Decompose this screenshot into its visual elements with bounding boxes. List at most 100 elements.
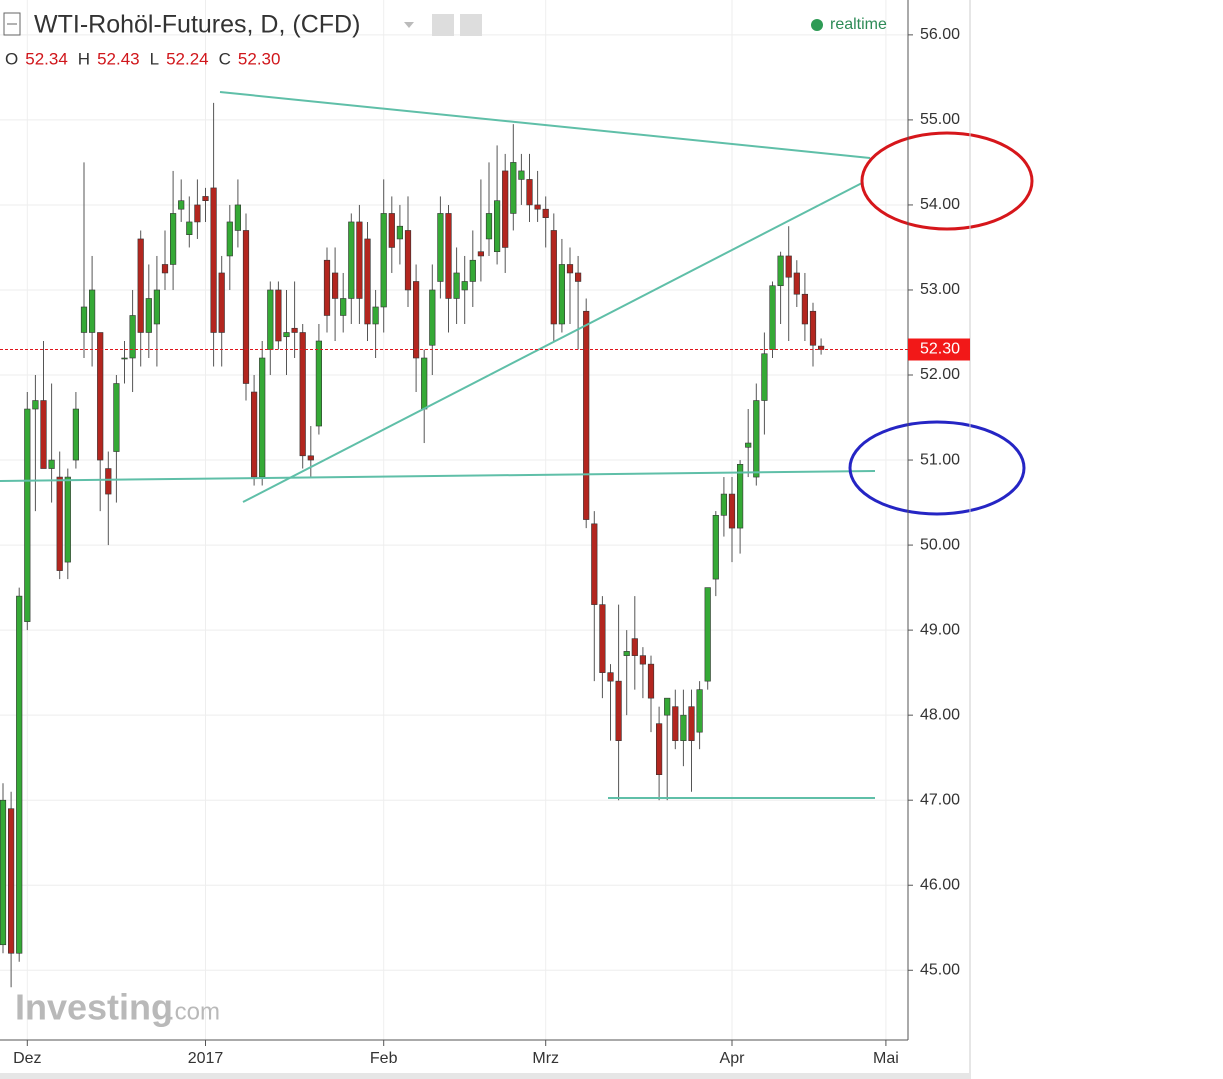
y-tick-label: 52.00: [920, 366, 960, 383]
candle-body: [145, 298, 152, 333]
candle-body: [485, 213, 493, 240]
candle-body: [437, 213, 444, 282]
last-price-label: 52.30: [920, 341, 960, 358]
candle-body: [493, 200, 501, 253]
candles: [0, 102, 825, 988]
candle-body: [404, 230, 412, 291]
x-tick-label: Mrz: [532, 1050, 559, 1067]
candle-body: [267, 289, 274, 350]
ohlc-key: H: [78, 49, 90, 68]
x-tick-label: 2017: [188, 1050, 224, 1067]
candle-body: [461, 281, 468, 291]
candle-body: [745, 442, 752, 448]
candle-body: [801, 293, 808, 325]
candle-body: [170, 213, 177, 265]
candle-body: [380, 213, 387, 308]
candle-body: [89, 289, 96, 333]
candle-body: [591, 523, 598, 605]
candle-body: [178, 200, 185, 210]
candle-body: [809, 310, 817, 346]
y-tick-label: 54.00: [920, 196, 960, 213]
candle-body: [688, 706, 695, 741]
candle-body: [307, 455, 314, 461]
candle-body: [639, 655, 646, 665]
candle-body: [24, 408, 31, 622]
status-dot: [811, 19, 823, 31]
candle-body: [331, 272, 339, 299]
candle-body: [210, 187, 217, 333]
candle-body: [728, 493, 736, 529]
candle-body: [251, 391, 258, 478]
candle-body: [153, 289, 161, 325]
x-tick-label: Apr: [720, 1050, 746, 1067]
candle-body: [664, 697, 671, 716]
candle-body: [259, 357, 266, 478]
settings-icon[interactable]: [460, 14, 482, 36]
candle-body: [518, 170, 525, 180]
candle-body: [412, 281, 420, 359]
candle-body: [113, 383, 120, 452]
candle-body: [785, 255, 792, 278]
candle-body: [680, 714, 687, 741]
axes: 45.00 46.00 47.00 48.00 49.00 50.00 51.00 52.00…: [0, 26, 970, 1067]
x-tick-label: Feb: [370, 1050, 398, 1067]
scrollbar: [0, 1073, 970, 1079]
candle-body: [615, 680, 622, 741]
candle-body: [388, 213, 395, 248]
candle-body: [445, 213, 452, 299]
candle-body: [242, 230, 250, 384]
y-tick-label: 48.00: [920, 706, 960, 723]
candle-body: [161, 264, 169, 274]
candle-body: [234, 204, 242, 231]
candle-body: [704, 587, 711, 682]
candle-body: [566, 264, 574, 274]
candle-body: [631, 638, 638, 656]
last-price-box: [908, 338, 970, 361]
candle-body: [542, 208, 549, 218]
candle-body: [16, 595, 23, 954]
candle-body: [502, 170, 509, 248]
candle-body: [647, 663, 655, 699]
candle-body: [40, 400, 47, 469]
trend-line: [219, 91, 871, 159]
candle-body: [753, 400, 760, 478]
candle-body: [526, 179, 533, 206]
candle-body: [793, 272, 800, 295]
ohlc-value: 52.30: [238, 49, 281, 68]
status: realtime: [830, 16, 887, 33]
candle-body: [558, 264, 565, 325]
candle-body: [607, 672, 614, 682]
trend-line: [242, 182, 863, 503]
dropdown-arrow[interactable]: [404, 22, 414, 28]
ohlc-key: L: [150, 49, 159, 68]
candle-body: [8, 808, 15, 954]
candle-body: [720, 493, 727, 516]
candle-body: [202, 196, 209, 201]
candle-body: [769, 285, 776, 350]
collapse-icon[interactable]: [3, 12, 21, 36]
candle-body: [372, 306, 379, 325]
highlight-circle: [848, 420, 1026, 516]
candle-body: [137, 238, 144, 333]
drawings: [0, 91, 1034, 799]
candle-body: [194, 204, 201, 223]
candle-body: [817, 345, 825, 350]
highlight-circle: [860, 131, 1034, 231]
candle-body: [72, 408, 79, 461]
candle-body: [453, 272, 460, 299]
candle-body: [340, 298, 347, 316]
candle-body: [364, 238, 371, 325]
candle-body: [48, 459, 55, 469]
candle-body: [623, 651, 630, 656]
candle-body: [599, 604, 606, 673]
candle-body: [421, 357, 428, 410]
candle-body: [761, 353, 768, 401]
eye-icon[interactable]: [432, 14, 454, 36]
candle-body: [348, 221, 355, 299]
candle-body: [0, 799, 7, 946]
candle-body: [80, 306, 88, 333]
ohlc-key: O: [5, 49, 18, 68]
